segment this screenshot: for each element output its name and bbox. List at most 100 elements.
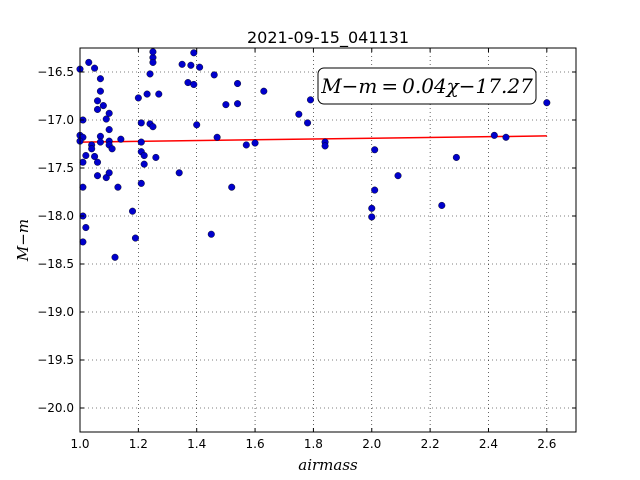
data-point bbox=[295, 110, 303, 118]
data-point bbox=[137, 138, 145, 146]
ticks: 1.0 1.2 1.4 1.6 1.8 2.0 2.2 2.4 2.6 −16.5 −17.0 −17… bbox=[37, 48, 576, 451]
data-point bbox=[184, 79, 192, 87]
x-tick-label: 1.4 bbox=[187, 437, 206, 451]
data-point bbox=[502, 133, 510, 141]
data-point bbox=[96, 75, 104, 83]
y-tick-label: −18.5 bbox=[37, 257, 74, 271]
data-point bbox=[129, 207, 137, 215]
data-point bbox=[152, 153, 160, 161]
data-point bbox=[140, 152, 148, 160]
data-point bbox=[111, 253, 119, 261]
plot-frame bbox=[79, 47, 577, 433]
grid bbox=[79, 48, 576, 432]
data-point bbox=[306, 96, 314, 104]
data-point bbox=[438, 201, 446, 209]
data-point bbox=[210, 71, 218, 79]
data-point bbox=[96, 87, 104, 95]
y-tick-label: −18.0 bbox=[37, 209, 74, 223]
data-point bbox=[234, 100, 242, 108]
data-point bbox=[260, 87, 268, 95]
data-point bbox=[490, 131, 498, 139]
annotation-box: M−m = 0.04χ−17.27 bbox=[317, 67, 537, 105]
data-point bbox=[137, 179, 145, 187]
data-point bbox=[321, 142, 329, 150]
data-point bbox=[368, 204, 376, 212]
data-point bbox=[91, 64, 99, 72]
data-point bbox=[114, 183, 122, 191]
data-point bbox=[99, 102, 107, 110]
y-axis-label: M−m bbox=[14, 219, 32, 262]
data-point bbox=[91, 152, 99, 160]
data-point bbox=[137, 119, 145, 127]
data-point bbox=[394, 172, 402, 180]
data-point bbox=[193, 121, 201, 129]
data-point bbox=[146, 70, 154, 78]
data-point bbox=[94, 158, 102, 166]
data-point bbox=[131, 234, 139, 242]
data-point bbox=[234, 80, 242, 88]
fit-line-layer bbox=[79, 135, 547, 143]
data-point bbox=[96, 138, 104, 146]
data-point bbox=[371, 146, 379, 154]
data-point bbox=[178, 60, 186, 68]
data-point bbox=[187, 61, 195, 69]
data-point bbox=[213, 133, 221, 141]
data-point bbox=[79, 158, 87, 166]
x-tick-label: 2.0 bbox=[362, 437, 381, 451]
y-tick-label: −19.0 bbox=[37, 305, 74, 319]
data-point bbox=[228, 183, 236, 191]
data-point bbox=[190, 49, 198, 57]
data-point bbox=[82, 152, 90, 160]
data-point bbox=[105, 126, 113, 134]
data-point bbox=[175, 169, 183, 177]
data-point bbox=[155, 90, 163, 98]
x-tick-label: 2.2 bbox=[421, 437, 440, 451]
x-tick-label: 2.6 bbox=[537, 437, 556, 451]
chart-title: 2021-09-15_041131 bbox=[247, 28, 409, 48]
data-point bbox=[251, 139, 259, 147]
fit-line bbox=[79, 135, 547, 143]
data-point bbox=[82, 224, 90, 232]
y-tick-label: −17.5 bbox=[37, 161, 74, 175]
data-point bbox=[79, 183, 87, 191]
data-point bbox=[134, 94, 142, 102]
data-point bbox=[117, 135, 125, 143]
data-point bbox=[207, 230, 215, 238]
points-layer bbox=[76, 48, 551, 261]
y-tick-label: −17.0 bbox=[37, 113, 74, 127]
data-point bbox=[105, 169, 113, 177]
x-tick-label: 2.4 bbox=[479, 437, 498, 451]
data-point bbox=[94, 97, 102, 105]
data-point bbox=[149, 58, 157, 66]
x-tick-label: 1.6 bbox=[246, 437, 265, 451]
y-tick-label: −20.0 bbox=[37, 401, 74, 415]
data-point bbox=[94, 172, 102, 180]
data-point bbox=[371, 186, 379, 194]
data-point bbox=[94, 105, 102, 113]
data-point bbox=[79, 238, 87, 246]
data-point bbox=[543, 99, 551, 107]
data-point bbox=[85, 58, 93, 66]
data-point bbox=[242, 141, 250, 149]
data-point bbox=[108, 145, 116, 153]
data-point bbox=[304, 119, 312, 127]
data-point bbox=[222, 101, 230, 109]
x-tick-label: 1.0 bbox=[70, 437, 89, 451]
data-point bbox=[368, 213, 376, 221]
data-point bbox=[143, 90, 151, 98]
data-point bbox=[196, 63, 204, 71]
x-tick-label: 1.8 bbox=[304, 437, 323, 451]
data-point bbox=[452, 153, 460, 161]
data-point bbox=[149, 48, 157, 56]
y-tick-label: −19.5 bbox=[37, 353, 74, 367]
x-tick-label: 1.2 bbox=[129, 437, 148, 451]
data-point bbox=[190, 80, 198, 88]
data-point bbox=[105, 109, 113, 117]
data-point bbox=[140, 160, 148, 168]
fit-equation: M−m = 0.04χ−17.27 bbox=[320, 74, 533, 98]
data-point bbox=[88, 145, 96, 153]
data-point bbox=[149, 123, 157, 131]
y-tick-label: −16.5 bbox=[37, 65, 74, 79]
data-point bbox=[102, 115, 110, 123]
